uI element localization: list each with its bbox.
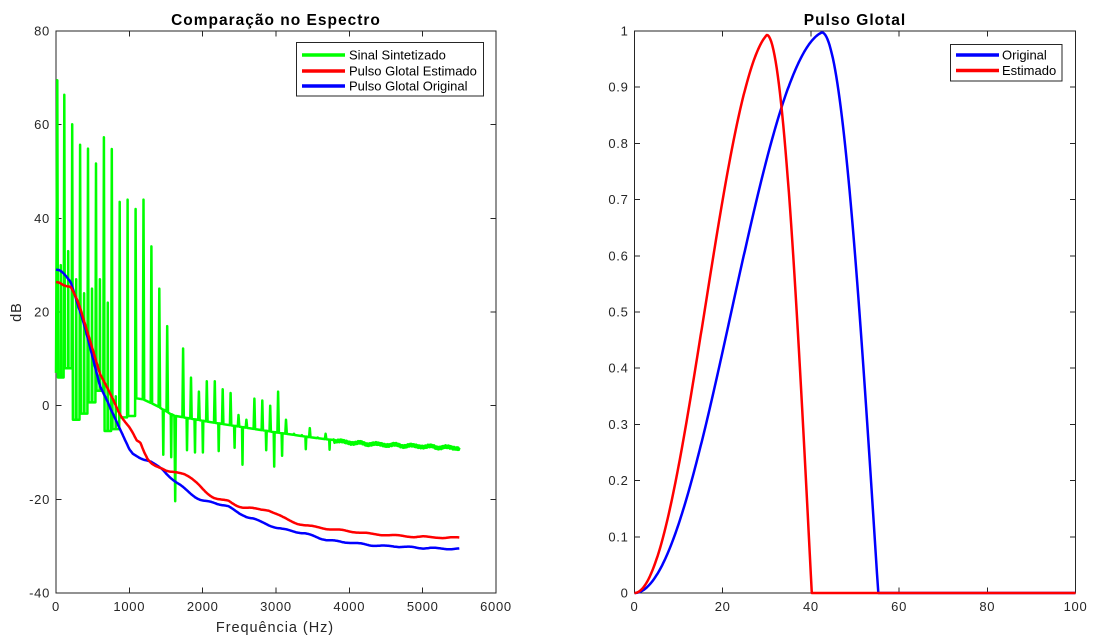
svg-text:-40: -40 bbox=[29, 586, 50, 601]
svg-text:100: 100 bbox=[1064, 599, 1088, 614]
svg-text:0: 0 bbox=[42, 398, 50, 413]
svg-text:4000: 4000 bbox=[333, 599, 365, 614]
svg-text:0.2: 0.2 bbox=[608, 473, 628, 488]
svg-text:6000: 6000 bbox=[480, 599, 512, 614]
svg-text:20: 20 bbox=[715, 599, 731, 614]
svg-text:dB: dB bbox=[9, 302, 25, 322]
svg-text:20: 20 bbox=[34, 305, 50, 320]
svg-text:Original: Original bbox=[1002, 48, 1047, 63]
svg-text:0.4: 0.4 bbox=[608, 361, 628, 376]
svg-text:0.6: 0.6 bbox=[608, 248, 628, 263]
svg-text:0.5: 0.5 bbox=[608, 305, 628, 320]
svg-text:Frequência (Hz): Frequência (Hz) bbox=[216, 620, 334, 636]
svg-text:3000: 3000 bbox=[260, 599, 292, 614]
svg-text:0.1: 0.1 bbox=[608, 529, 628, 544]
svg-text:Comparação no Espectro: Comparação no Espectro bbox=[171, 12, 381, 29]
svg-text:-20: -20 bbox=[29, 492, 50, 507]
svg-text:60: 60 bbox=[891, 599, 907, 614]
svg-text:5000: 5000 bbox=[407, 599, 439, 614]
svg-text:80: 80 bbox=[34, 24, 50, 39]
svg-text:1: 1 bbox=[621, 24, 629, 39]
svg-text:2000: 2000 bbox=[187, 599, 219, 614]
svg-text:Sinal Sintetizado: Sinal Sintetizado bbox=[349, 48, 446, 63]
svg-text:Pulso Glotal: Pulso Glotal bbox=[804, 12, 906, 29]
svg-text:40: 40 bbox=[34, 211, 50, 226]
svg-text:Estimado: Estimado bbox=[1002, 63, 1056, 78]
svg-text:0.8: 0.8 bbox=[608, 136, 628, 151]
svg-text:0: 0 bbox=[631, 599, 639, 614]
svg-text:0.3: 0.3 bbox=[608, 417, 628, 432]
svg-text:60: 60 bbox=[34, 117, 50, 132]
svg-text:1000: 1000 bbox=[113, 599, 145, 614]
svg-text:0.7: 0.7 bbox=[608, 192, 628, 207]
svg-text:0: 0 bbox=[621, 586, 629, 601]
svg-text:Pulso Glotal Estimado: Pulso Glotal Estimado bbox=[349, 64, 477, 79]
svg-text:0.9: 0.9 bbox=[608, 80, 628, 95]
svg-text:80: 80 bbox=[979, 599, 995, 614]
svg-text:40: 40 bbox=[803, 599, 819, 614]
svg-text:Pulso Glotal Original: Pulso Glotal Original bbox=[349, 79, 468, 94]
svg-text:0: 0 bbox=[52, 599, 60, 614]
